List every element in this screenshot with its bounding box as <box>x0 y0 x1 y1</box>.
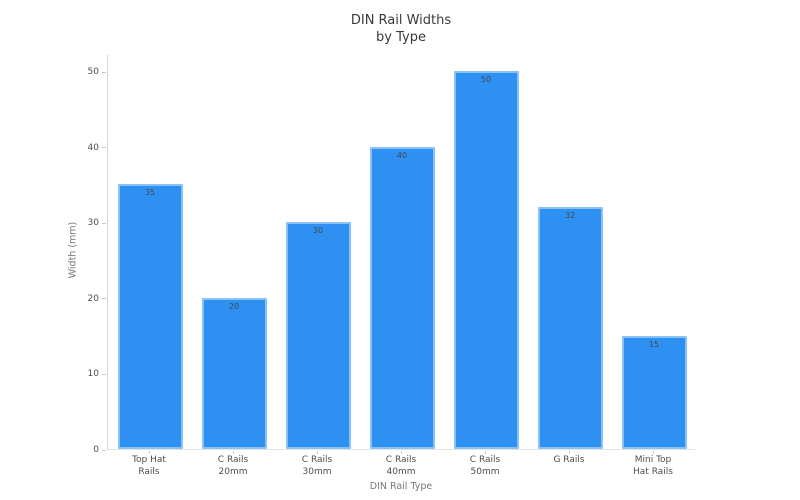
y-axis-title: Width (mm) <box>67 221 79 279</box>
x-tick-label: G Rails <box>553 455 585 465</box>
bar-value-label: 30 <box>312 226 324 235</box>
y-tick-mark <box>102 449 106 451</box>
bar-c-rails-40mm: 40 <box>369 147 435 449</box>
bar-value-label: 50 <box>480 75 492 84</box>
y-tick-label: 50 <box>87 67 99 77</box>
y-tick-mark <box>102 373 106 375</box>
y-tick-mark <box>102 222 106 224</box>
chart-title-line-2: by Type <box>376 30 426 45</box>
x-tick-mark <box>233 451 234 454</box>
x-axis-title: DIN Rail Type <box>369 481 433 492</box>
plot-area: 35 20 30 40 50 32 15 <box>107 55 695 450</box>
y-tick-label: 20 <box>87 293 99 304</box>
bar-value-label: 32 <box>564 211 576 220</box>
x-tick-label: Top Hat Rails <box>132 455 166 477</box>
bar-c-rails-50mm: 50 <box>453 71 519 449</box>
x-tick-mark <box>653 451 654 454</box>
bar-c-rails-20mm: 20 <box>201 298 267 449</box>
x-tick-mark <box>317 451 318 454</box>
chart-title-line-1: DIN Rail Widths <box>350 13 452 28</box>
x-tick-label: C Rails 20mm <box>217 455 249 477</box>
x-tick-mark <box>401 451 402 454</box>
bar-g-rails: 32 <box>537 207 603 449</box>
x-tick-label: C Rails 40mm <box>385 455 417 477</box>
x-tick-label: C Rails 30mm <box>301 455 333 477</box>
bar-c-rails-30mm: 30 <box>285 222 351 449</box>
y-tick-mark <box>102 71 106 73</box>
x-tick-label: Mini Top Hat Rails <box>633 455 673 477</box>
bar-value-label: 35 <box>144 188 156 197</box>
x-tick-label: C Rails 50mm <box>469 455 501 477</box>
x-tick-mark <box>149 451 150 454</box>
bar-top-hat-rails: 35 <box>117 184 183 449</box>
y-tick-mark <box>102 298 106 300</box>
bar-value-label: 15 <box>648 340 660 349</box>
bar-value-label: 40 <box>396 151 408 160</box>
x-tick-mark <box>569 451 570 454</box>
y-tick-label: 10 <box>87 369 99 380</box>
x-tick-mark <box>485 451 486 454</box>
y-tick-mark <box>102 147 106 149</box>
y-tick-label: 30 <box>87 218 99 229</box>
y-tick-label: 0 <box>93 445 99 455</box>
y-tick-label: 40 <box>87 142 99 153</box>
chart-title: DIN Rail Widths by Type <box>107 12 695 46</box>
bar-value-label: 20 <box>228 302 240 311</box>
bar-mini-top-hat-rails: 15 <box>621 336 687 449</box>
